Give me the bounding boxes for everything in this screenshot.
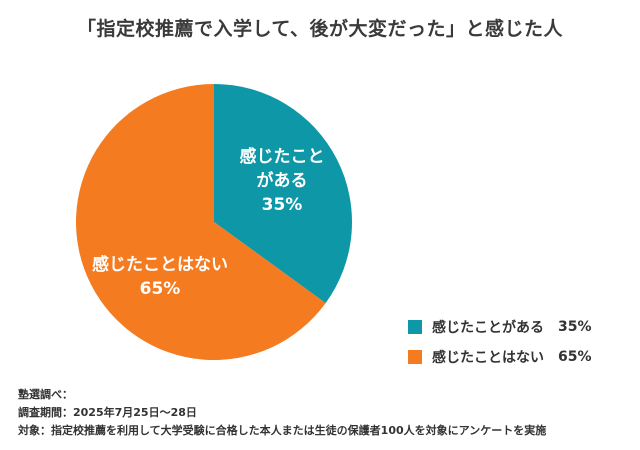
legend-item-yes: 感じたことがある 35% [408,316,592,338]
legend-pct-yes: 35% [558,319,592,335]
legend-item-no: 感じたことはない 65% [408,346,592,368]
slice-label-no: 感じたことはない 65% [92,254,228,299]
legend: 感じたことがある 35% 感じたことはない 65% [408,316,592,376]
legend-label-yes: 感じたことがある [432,320,544,336]
chart-title: 「指定校推薦で入学して、後が大変だった」と感じた人 [77,18,563,40]
notes-source: 塾選調べ： [18,388,73,401]
legend-pct-no: 65% [558,349,592,365]
pie-slice-yes [214,84,352,304]
notes-target: 対象：指定校推薦を利用して大学受験に合格した本人または生徒の保護者100人を対象… [18,424,547,437]
legend-swatch-yes [408,320,422,334]
legend-swatch-no [408,350,422,364]
legend-label-no: 感じたことはない [432,350,544,366]
slice-label-yes: 感じたことがある 35% [240,146,325,215]
survey-notes: 塾選調べ： 調査期間：2025年7月25日〜28日 対象：指定校推薦を利用して大… [18,386,546,440]
notes-period: 調査期間：2025年7月25日〜28日 [18,406,197,419]
pie-slice-no [75,84,326,361]
